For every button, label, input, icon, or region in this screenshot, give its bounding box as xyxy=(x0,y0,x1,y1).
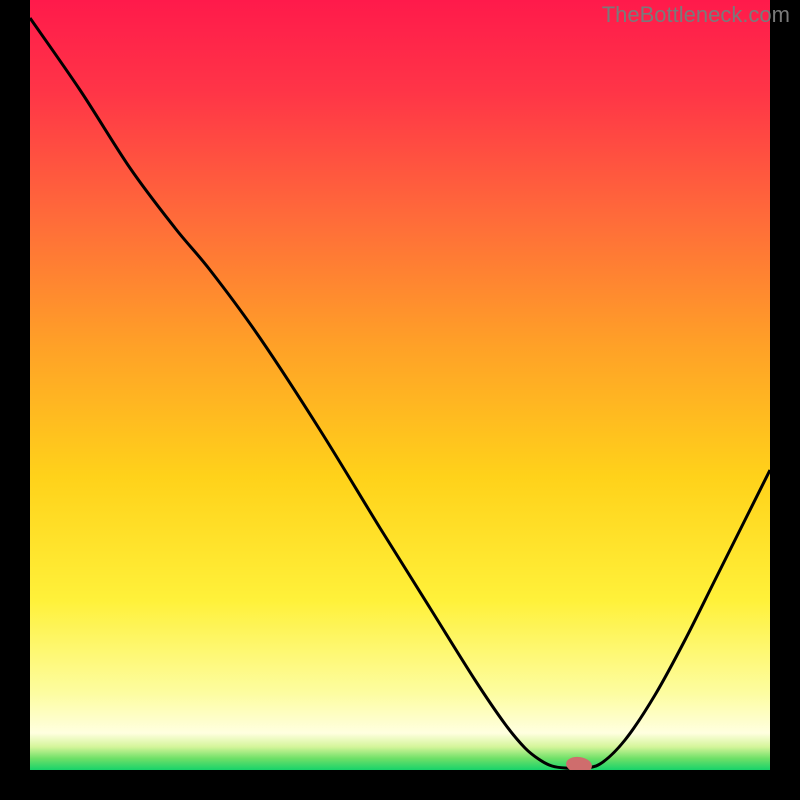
chart-svg xyxy=(0,0,800,800)
frame-left xyxy=(0,0,30,800)
gradient-background xyxy=(30,0,770,770)
chart-stage: TheBottleneck.com xyxy=(0,0,800,800)
watermark-text: TheBottleneck.com xyxy=(602,2,790,28)
frame-right xyxy=(770,0,800,800)
frame-bottom xyxy=(0,770,800,800)
